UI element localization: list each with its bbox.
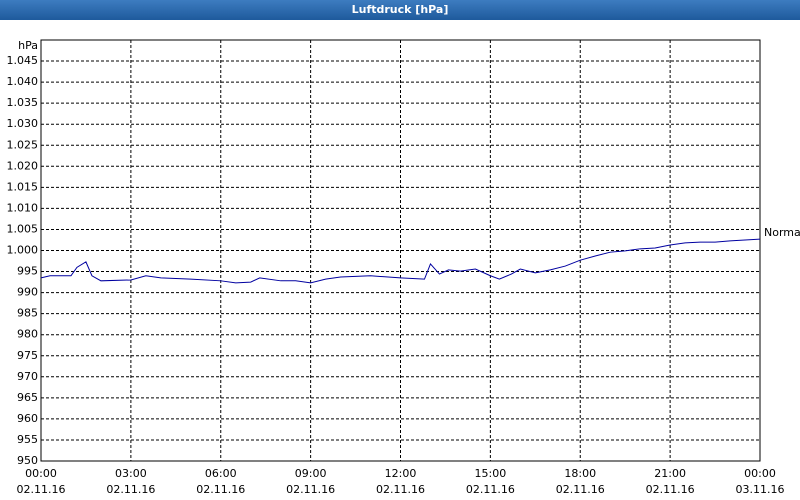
y-tick-label: 995 [17,265,38,278]
y-tick-label: 1.005 [7,222,39,235]
y-tick-label: 1.045 [7,54,39,67]
x-tick-label: 06:00 02.11.16 [196,467,246,496]
x-tick-label: 21:00 02.11.16 [645,467,695,496]
x-tick-label: 15:00 02.11.16 [465,467,515,496]
y-axis-label: hPa [18,39,38,52]
x-tick-label: 12:00 02.11.16 [376,467,425,496]
chart-title: Luftdruck [hPa] [0,0,800,20]
x-tick-label: 18:00 02.11.16 [555,467,605,496]
y-tick-label: 1.015 [7,180,39,193]
y-tick-label: 1.040 [7,75,39,88]
x-tick-label: 03:00 02.11.16 [106,467,156,496]
y-tick-label: 1.010 [7,201,39,214]
y-tick-label: 990 [17,286,38,299]
y-tick-label: 1.020 [7,159,39,172]
y-tick-label: 955 [17,433,38,446]
y-tick-label: 980 [17,328,38,341]
y-tick-label: 960 [17,412,38,425]
y-tick-label: 975 [17,349,38,362]
x-tick-label: 09:00 02.11.16 [286,467,336,496]
series-label: Normal [764,226,800,239]
y-tick-label: 985 [17,307,38,320]
plot-frame [40,39,761,462]
x-tick-label: 00:00 02.11.16 [16,467,66,496]
y-tick-label: 1.030 [7,117,39,130]
series-line [40,238,761,284]
y-tick-label: 1.025 [7,138,39,151]
y-tick-label: 965 [17,391,38,404]
y-tick-label: 1.035 [7,96,39,109]
y-tick-label: 1.000 [7,244,39,257]
y-tick-label: 950 [17,454,38,467]
y-tick-label: 970 [17,370,38,383]
x-tick-label: 00:00 03.11.16 [735,467,785,496]
